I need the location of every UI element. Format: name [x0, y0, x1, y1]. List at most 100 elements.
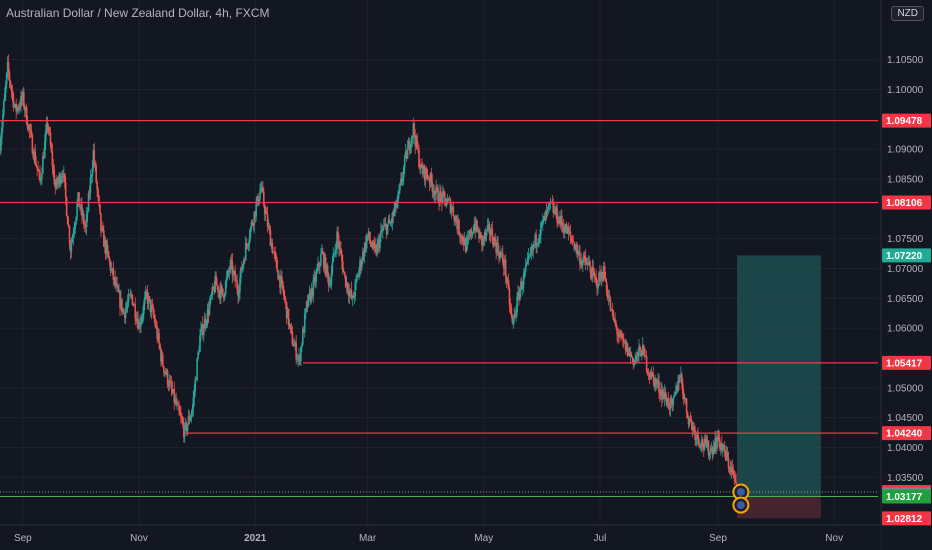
currency-badge[interactable]: NZD — [891, 6, 924, 21]
candle-body — [407, 141, 410, 148]
candle-body — [465, 241, 468, 252]
candle-body — [618, 336, 620, 337]
candle-body — [416, 136, 418, 148]
candle-body — [462, 235, 464, 242]
candle-body — [495, 242, 497, 253]
candle-body — [37, 168, 39, 171]
price-tick-label: 1.08500 — [887, 174, 924, 185]
time-axis-background — [0, 525, 881, 550]
candle-body — [724, 452, 727, 460]
candle-body — [667, 398, 670, 408]
stop-price-tag-bg — [882, 511, 931, 526]
candle-body — [582, 255, 585, 261]
candle-body — [0, 138, 2, 151]
horizontal-levels[interactable] — [0, 119, 878, 498]
candle-body — [616, 327, 618, 335]
candle-body — [694, 430, 696, 440]
level-price-tag[interactable]: 1.04240 — [886, 429, 923, 440]
loss-zone[interactable] — [737, 496, 821, 519]
candle-body — [370, 243, 373, 247]
candle-body — [41, 173, 43, 179]
candle-body — [233, 271, 236, 272]
price-tick-label: 1.06500 — [887, 294, 924, 305]
price-tick-label: 1.04500 — [887, 413, 924, 424]
candle-body — [459, 234, 461, 237]
candle-body — [440, 191, 442, 196]
candle-body — [544, 211, 547, 221]
candle-body — [448, 199, 451, 200]
profit-zone[interactable] — [737, 255, 821, 497]
candle-body — [209, 295, 212, 304]
level-price-tag[interactable]: 1.05417 — [886, 358, 923, 369]
candle-body — [328, 284, 331, 286]
candle-body — [203, 318, 206, 329]
candle-body — [485, 229, 488, 236]
candle-body — [172, 389, 175, 393]
candle-body — [721, 443, 723, 451]
entry-price-tag[interactable]: 1.03177 — [886, 492, 923, 503]
candle-body — [161, 355, 163, 362]
candle-body — [234, 271, 237, 282]
candle-body — [358, 270, 360, 277]
candle-body — [279, 275, 281, 289]
candle-body — [345, 282, 348, 287]
candle-body — [412, 123, 415, 137]
time-axis[interactable]: Sep Nov 2021 Mar May Jul Sep Nov — [0, 524, 881, 550]
candle-body — [202, 324, 204, 336]
candle-body — [560, 215, 562, 224]
candle-body — [538, 238, 540, 243]
candle-body — [637, 352, 639, 357]
candle-body — [670, 398, 673, 400]
candle-body — [641, 345, 644, 356]
candle-body — [461, 235, 463, 239]
candle-body — [202, 328, 205, 336]
candle-body — [587, 261, 590, 263]
candle-body — [657, 380, 659, 384]
candle-body — [317, 262, 319, 270]
level-price-tag[interactable]: 1.09478 — [886, 116, 923, 127]
candle-body — [29, 130, 32, 132]
candle-body — [353, 296, 356, 299]
candle-body — [314, 276, 317, 283]
level-price-tag[interactable]: 1.08106 — [886, 198, 923, 209]
candle-body — [344, 274, 347, 287]
candle-body — [718, 430, 720, 441]
candle-body — [702, 446, 705, 449]
candle-body — [33, 151, 36, 159]
candle-body — [682, 393, 685, 400]
time-tick-label: 2021 — [244, 533, 267, 544]
candle-body — [428, 178, 431, 183]
position-tool[interactable] — [737, 255, 821, 519]
candle-body — [306, 301, 309, 307]
candle-body — [80, 204, 82, 209]
candle-body — [208, 303, 211, 315]
candle-body — [116, 283, 118, 287]
candle-body — [417, 147, 419, 150]
candle-body — [369, 240, 372, 244]
candle-body — [443, 192, 446, 199]
stop-price-tag[interactable]: 1.02812 — [886, 514, 923, 525]
candle-body — [556, 207, 558, 223]
candle-body — [47, 126, 50, 133]
candle-body — [310, 288, 313, 302]
candle-body — [131, 294, 134, 305]
candle-body — [594, 276, 596, 278]
candle-body — [44, 131, 47, 142]
price-axis[interactable]: 1.10500 1.10000 1.09000 1.08500 1.07500 1.070… — [880, 0, 932, 550]
candle-body — [503, 259, 506, 269]
candle-body — [685, 398, 688, 413]
candle-body — [177, 403, 179, 405]
candle-body — [197, 352, 199, 359]
candle-body — [251, 222, 254, 225]
candle-body — [547, 204, 550, 208]
target-price-tag[interactable]: 1.07220 — [886, 251, 923, 262]
candle-body — [499, 252, 501, 259]
candle-body — [646, 370, 649, 373]
candle-body — [124, 309, 127, 319]
event-markers[interactable] — [732, 483, 750, 514]
candle-body — [220, 286, 222, 299]
candle-body — [690, 418, 693, 423]
candle-body — [490, 229, 493, 235]
